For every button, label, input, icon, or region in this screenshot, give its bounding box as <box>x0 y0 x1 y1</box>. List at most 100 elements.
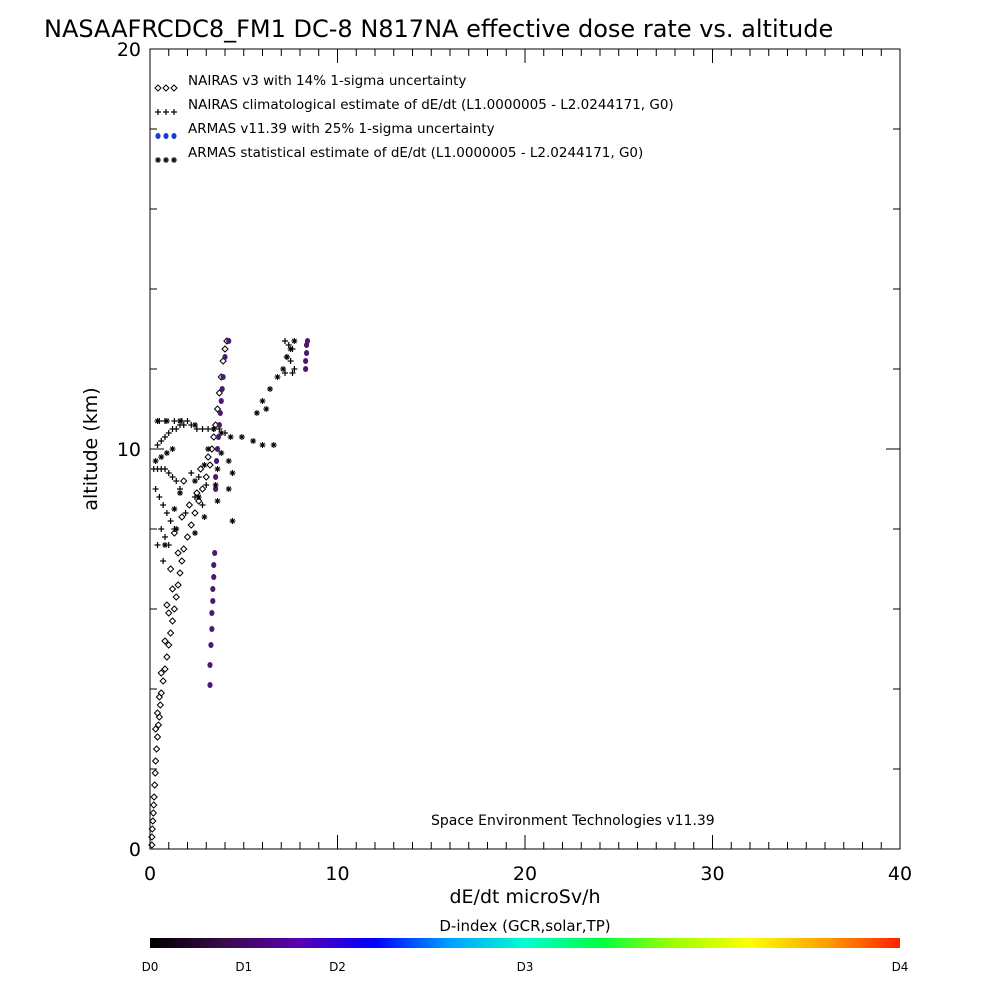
plus-point <box>184 418 191 424</box>
dot-point <box>218 398 224 404</box>
legend-label: ARMAS statistical estimate of dE/dt (L1.… <box>188 145 643 161</box>
diamond-point <box>150 793 158 801</box>
diamond-point <box>149 809 158 817</box>
diamond-point <box>178 513 186 521</box>
credit-text: Space Environment Technologies v11.39 <box>431 813 715 829</box>
diamond-point <box>213 405 222 413</box>
diamond-point <box>151 757 160 765</box>
asterisk-point <box>192 478 198 484</box>
diamond-point <box>180 477 188 485</box>
asterisk-point <box>270 442 277 448</box>
asterisk-point <box>212 482 219 488</box>
dot-point <box>213 458 220 464</box>
diamond-point <box>166 565 175 573</box>
asterisk-point <box>227 434 234 440</box>
dot-point <box>207 682 213 688</box>
asterisk-point <box>259 442 266 448</box>
diamond-point <box>159 677 167 685</box>
diamond-point <box>165 641 173 649</box>
diamond-point <box>172 593 180 601</box>
dot-point <box>220 374 226 380</box>
legend-marker-plus <box>163 109 169 115</box>
dot-point <box>209 610 215 616</box>
diamond-point <box>196 465 205 473</box>
asterisk-point <box>287 346 294 352</box>
diamond-point <box>161 665 169 673</box>
plus-point <box>165 430 172 436</box>
diamond-point <box>168 585 177 593</box>
legend-marker-plus <box>155 109 161 115</box>
asterisk-point <box>177 418 183 424</box>
asterisk-point <box>229 518 236 524</box>
asterisk-point <box>205 446 212 452</box>
plus-point <box>173 478 180 484</box>
diamond-point <box>148 841 156 849</box>
x-tick-label: 20 <box>513 863 537 885</box>
dot-point <box>210 586 216 592</box>
asterisk-point <box>253 410 260 416</box>
colorbar-label: D4 <box>892 960 909 974</box>
legend-label: NAIRAS climatological estimate of dE/dt … <box>188 97 674 113</box>
plus-point <box>162 534 168 540</box>
diamond-point <box>215 389 224 397</box>
dot-point <box>213 474 219 480</box>
asterisk-point <box>283 354 290 360</box>
asterisk-point <box>267 386 273 392</box>
colorbar-labels: D0 D1 D2 D3 D4 <box>142 960 909 974</box>
diamond-point <box>156 701 165 709</box>
plus-point <box>158 526 165 532</box>
x-tick-label: 40 <box>888 863 912 885</box>
diamond-point <box>208 445 216 453</box>
legend-label: NAIRAS v3 with 14% 1-sigma uncertainty <box>188 73 466 89</box>
minor-ticks <box>149 48 901 850</box>
plus-point <box>205 426 212 432</box>
y-tick-labels: 0 10 20 <box>117 39 141 861</box>
plus-point <box>171 418 178 424</box>
dot-point <box>304 338 311 344</box>
x-tick-label: 0 <box>144 863 156 885</box>
y-tick-label: 0 <box>129 839 141 861</box>
legend-marker-plus <box>171 109 177 115</box>
asterisk-point <box>214 498 221 504</box>
asterisk-point <box>169 446 176 452</box>
diamond-point <box>204 453 212 461</box>
diamond-point <box>151 769 159 777</box>
diamond-point <box>151 725 160 733</box>
dot-point <box>212 550 218 556</box>
diamond-point <box>193 489 201 497</box>
diamond-point <box>198 485 207 493</box>
dot-point <box>219 386 225 392</box>
dot-point <box>214 446 221 452</box>
dot-point <box>303 366 309 372</box>
diamond-point <box>165 609 173 617</box>
diamond-point <box>170 605 179 613</box>
asterisk-point <box>250 438 257 444</box>
dot-point <box>207 662 213 668</box>
diamond-point <box>166 629 175 637</box>
plus-point <box>163 510 170 516</box>
diamond-point <box>154 721 163 729</box>
asterisk-point <box>291 338 298 344</box>
asterisk-point <box>154 418 161 424</box>
asterisk-point <box>192 422 198 428</box>
diamond-point <box>210 433 218 441</box>
colorbar-title: D-index (GCR,solar,TP) <box>439 917 610 935</box>
plus-point <box>180 422 187 428</box>
dot-point <box>210 598 216 604</box>
plus-point <box>291 366 298 372</box>
diamond-point <box>163 653 171 661</box>
y-tick-label: 20 <box>117 39 141 61</box>
dot-point <box>303 358 309 364</box>
diamond-point <box>195 497 203 505</box>
diamond-point <box>174 581 182 589</box>
colorbar-label: D3 <box>517 960 534 974</box>
legend-marker-asterisk <box>155 157 161 163</box>
plus-point <box>182 510 189 516</box>
plus-point <box>199 502 206 508</box>
asterisk-point <box>214 466 221 472</box>
asterisk-point <box>218 450 225 456</box>
diamond-point <box>149 817 157 825</box>
diamond-point <box>153 733 162 741</box>
diamond-point <box>180 545 188 553</box>
